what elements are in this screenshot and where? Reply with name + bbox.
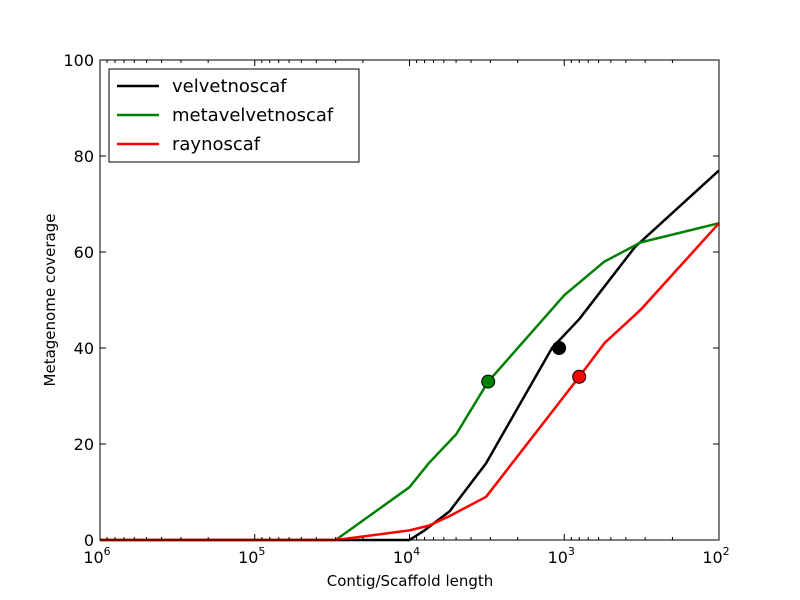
x-axis-label: Contig/Scaffold length bbox=[327, 572, 494, 590]
y-tick-label-20: 20 bbox=[74, 435, 94, 454]
legend-label-raynoscaf: raynoscaf bbox=[172, 134, 261, 155]
series-marker-metavelvetnoscaf bbox=[481, 374, 496, 389]
legend: velvetnoscaf metavelvetnoscaf raynoscaf bbox=[108, 68, 360, 163]
y-tick-label-80: 80 bbox=[74, 147, 94, 166]
series-marker-raynoscaf bbox=[572, 369, 587, 384]
series-marker-velvetnoscaf bbox=[552, 341, 567, 355]
legend-label-velvetnoscaf: velvetnoscaf bbox=[172, 76, 287, 97]
legend-label-metavelvetnoscaf: metavelvetnoscaf bbox=[172, 105, 334, 126]
y-tick-label-0: 0 bbox=[84, 531, 94, 550]
y-tick-label-60: 60 bbox=[74, 243, 94, 262]
y-tick-label-100: 100 bbox=[63, 51, 94, 70]
y-axis-label: Metagenome coverage bbox=[41, 214, 59, 387]
y-tick-label-40: 40 bbox=[74, 339, 94, 358]
